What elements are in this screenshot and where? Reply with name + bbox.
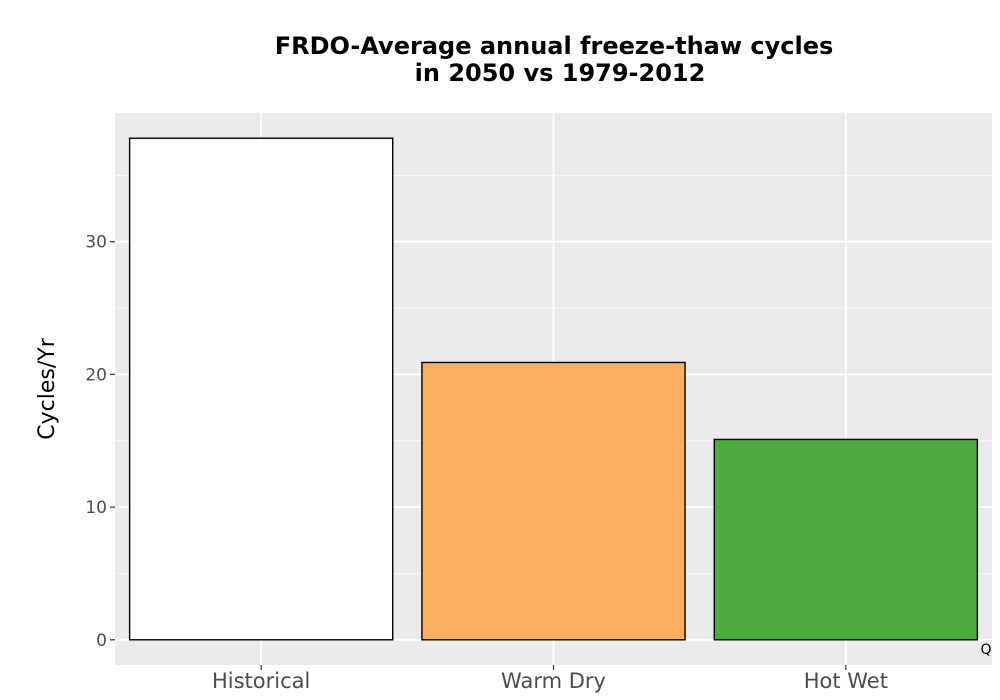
bar-hot-wet	[713, 438, 979, 641]
x-tick-label: Historical	[212, 669, 310, 693]
y-tick-label: 10	[85, 498, 107, 518]
y-tick-label: 0	[96, 631, 107, 651]
x-tick-label: Warm Dry	[501, 669, 606, 693]
corner-mark: Q	[980, 642, 991, 658]
y-axis-title: Cycles/Yr	[35, 337, 60, 439]
x-tick-label: Hot Wet	[804, 669, 888, 693]
bar-historical	[128, 137, 394, 641]
chart-title-line-2: in 2050 vs 1979-2012	[415, 59, 706, 87]
y-tick-label: 30	[85, 233, 107, 253]
bars	[128, 137, 979, 641]
bar-warm-dry	[421, 361, 686, 641]
chart-title-line-1: FRDO-Average annual freeze-thaw cycles	[275, 32, 834, 60]
y-tick-label: 20	[85, 365, 107, 385]
y-axis: 0 10 20 30	[85, 233, 115, 651]
x-axis: Historical Warm Dry Hot Wet	[212, 665, 888, 693]
